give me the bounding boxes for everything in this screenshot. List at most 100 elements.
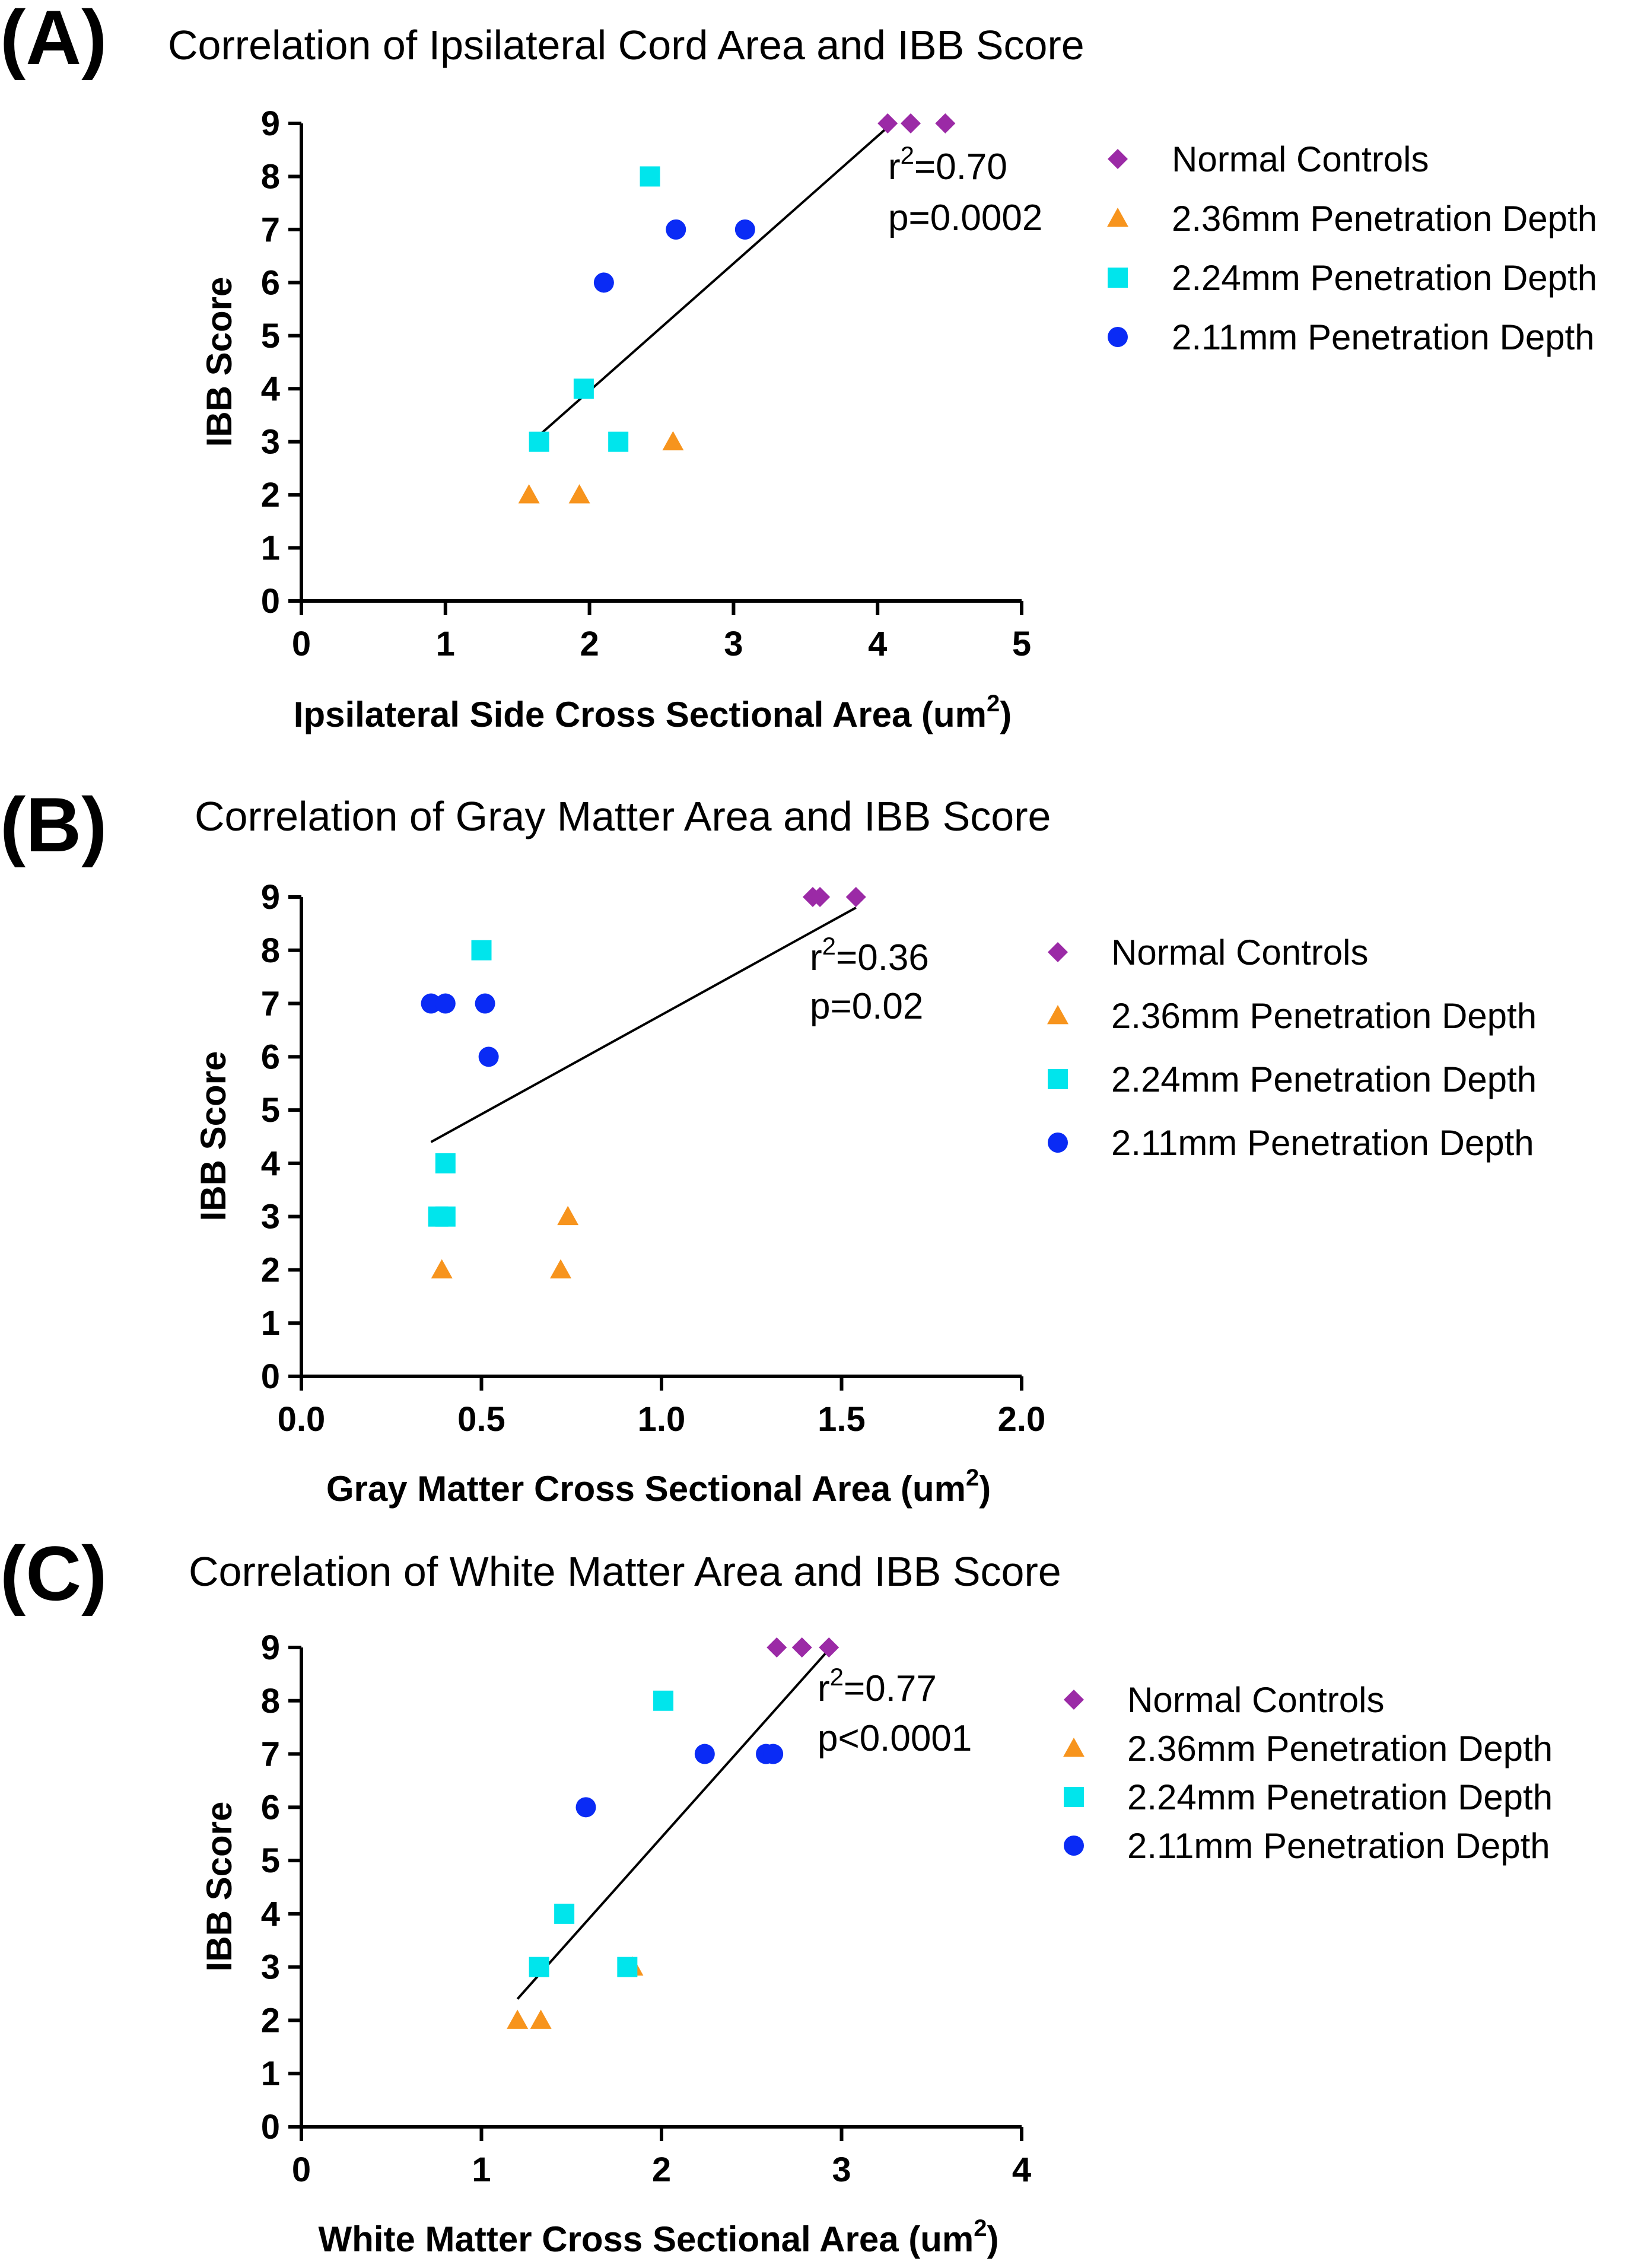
r-squared-label: r2=0.77	[818, 1663, 937, 1709]
chart-panel-3: (C) Correlation of White Matter Area and …	[0, 1530, 1553, 2259]
r-squared-sup: 2	[901, 141, 914, 169]
y-axis-label: IBB Score	[199, 1802, 239, 1972]
r-squared-label: r2=0.70	[888, 141, 1007, 187]
x-axis-label-end: )	[979, 1469, 991, 1509]
y-tick-label: 9	[261, 1628, 280, 1667]
y-tick-label: 4	[261, 1144, 280, 1183]
data-point-circle	[734, 219, 755, 240]
p-value-label: p=0.02	[810, 986, 923, 1027]
x-axis-label: Ipsilateral Side Cross Sectional Area (u…	[294, 691, 1012, 734]
y-tick-label: 6	[261, 1038, 280, 1076]
y-tick-label: 1	[261, 1304, 280, 1343]
data-point-circle	[763, 1744, 784, 1764]
y-tick-label: 5	[261, 1841, 280, 1880]
y-tick-label: 6	[261, 263, 280, 302]
x-tick-label: 1.5	[818, 1400, 866, 1439]
data-point-triangle	[530, 2009, 552, 2029]
y-tick-label: 1	[261, 529, 280, 568]
y-tick-label: 7	[261, 211, 280, 249]
data-point-triangle	[568, 484, 590, 504]
chart-panel-1: (A) Correlation of Ipsilateral Cord Area …	[0, 0, 1597, 734]
legend-entry-label: 2.24mm Penetration Depth	[1111, 1060, 1537, 1099]
legend-marker-triangle	[1107, 208, 1128, 227]
data-point-triangle	[431, 1259, 453, 1278]
y-tick-label: 3	[261, 1948, 280, 1987]
x-tick-label: 0	[292, 2151, 311, 2189]
regression-line	[430, 906, 857, 1143]
r-squared-prefix: r	[888, 147, 901, 187]
legend-entry-label: 2.36mm Penetration Depth	[1111, 996, 1537, 1036]
y-tick-label: 8	[261, 157, 280, 196]
x-axis-label-text: Ipsilateral Side Cross Sectional Area (u…	[294, 695, 987, 734]
x-axis-label-sup: 2	[966, 1465, 979, 1491]
data-point-diamond	[767, 1637, 787, 1658]
data-point-square	[529, 1957, 549, 1977]
data-point-square	[640, 166, 660, 187]
data-point-diamond	[791, 1637, 812, 1658]
legend-entry-label: Normal Controls	[1111, 933, 1368, 972]
legend-entry-label: 2.11mm Penetration Depth	[1127, 1826, 1550, 1866]
y-tick-label: 2	[261, 2001, 280, 2040]
data-point-circle	[475, 993, 495, 1014]
legend-entry-label: 2.11mm Penetration Depth	[1111, 1123, 1534, 1163]
x-tick-label: 4	[868, 625, 887, 663]
x-axis-label: White Matter Cross Sectional Area (um2)	[319, 2215, 999, 2259]
chart-title: Correlation of Gray Matter Area and IBB …	[195, 793, 1051, 839]
y-tick-label: 0	[261, 2108, 280, 2146]
x-tick-label: 2	[652, 2151, 671, 2189]
x-axis-label-text: White Matter Cross Sectional Area (um	[319, 2219, 974, 2259]
legend-marker-diamond	[1048, 942, 1068, 962]
data-point-triangle	[507, 2009, 529, 2029]
data-point-diamond	[845, 887, 866, 907]
y-tick-label: 3	[261, 1198, 280, 1236]
panel-label: (A)	[0, 0, 107, 81]
data-point-circle	[435, 993, 456, 1014]
legend-marker-diamond	[1064, 1690, 1084, 1710]
y-tick-label: 2	[261, 476, 280, 514]
legend-marker-square	[1048, 1069, 1068, 1089]
y-tick-label: 0	[261, 582, 280, 621]
data-point-circle	[478, 1046, 499, 1067]
x-tick-label: 3	[832, 2151, 851, 2189]
chart-title: Correlation of White Matter Area and IBB…	[189, 1548, 1061, 1595]
y-axis-label: IBB Score	[199, 277, 239, 447]
x-axis-label-end: )	[1000, 695, 1012, 734]
data-point-diamond	[810, 887, 831, 907]
p-value-label: p<0.0001	[818, 1718, 972, 1759]
x-axis-label-sup: 2	[974, 2215, 987, 2241]
legend-marker-triangle	[1063, 1738, 1085, 1757]
x-axis-label-sup: 2	[987, 691, 1000, 717]
data-point-triangle	[557, 1205, 579, 1226]
y-tick-label: 6	[261, 1788, 280, 1827]
y-tick-label: 7	[261, 1735, 280, 1774]
x-tick-label: 2	[580, 625, 599, 663]
x-tick-label: 1.0	[638, 1400, 686, 1439]
r-squared-label: r2=0.36	[810, 932, 929, 978]
legend: Normal Controls 2.36mm Penetration Depth 2…	[1047, 933, 1537, 1163]
x-tick-label: 1	[472, 2151, 491, 2189]
data-point-square	[471, 940, 492, 960]
legend-entry-label: 2.36mm Penetration Depth	[1127, 1729, 1553, 1768]
r-squared-value: =0.36	[836, 937, 929, 978]
legend-entry-label: 2.11mm Penetration Depth	[1172, 317, 1595, 357]
panel-label: (C)	[0, 1530, 107, 1617]
x-tick-label: 3	[724, 625, 743, 663]
x-tick-label: 4	[1012, 2151, 1031, 2189]
data-point-diamond	[901, 113, 921, 133]
legend-marker-diamond	[1108, 149, 1128, 169]
chart-title: Correlation of Ipsilateral Cord Area and…	[168, 22, 1085, 68]
y-tick-label: 2	[261, 1251, 280, 1289]
legend-entry-label: 2.24mm Penetration Depth	[1127, 1777, 1553, 1817]
data-point-square	[608, 431, 629, 452]
y-tick-label: 9	[261, 878, 280, 917]
y-tick-label: 5	[261, 1091, 280, 1130]
data-point-triangle	[662, 431, 684, 451]
panel-label: (B)	[0, 781, 107, 868]
data-point-diamond	[935, 113, 956, 133]
x-tick-label: 5	[1012, 625, 1031, 663]
data-point-square	[554, 1903, 575, 1924]
legend: Normal Controls 2.36mm Penetration Depth 2…	[1063, 1680, 1553, 1866]
y-tick-label: 5	[261, 317, 280, 355]
y-tick-label: 9	[261, 104, 280, 143]
y-tick-label: 4	[261, 370, 280, 408]
